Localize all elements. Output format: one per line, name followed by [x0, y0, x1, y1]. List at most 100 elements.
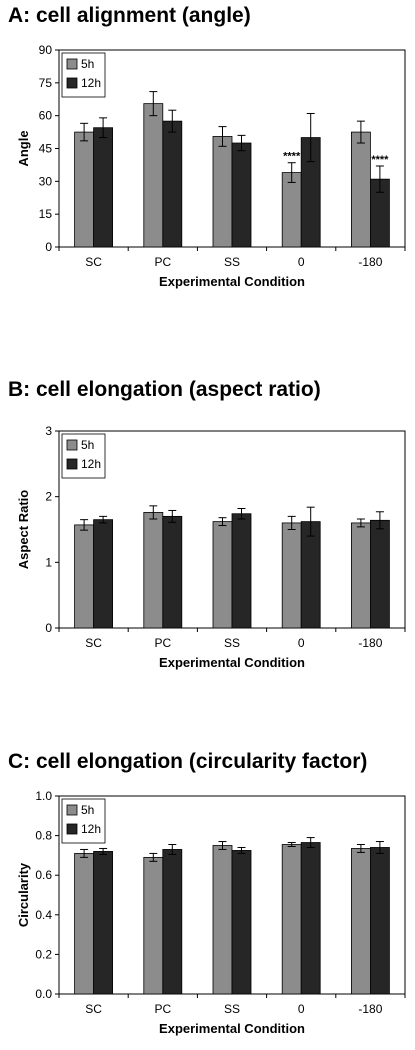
x-tick-label: SC — [85, 1002, 102, 1016]
chart-title: C: cell elongation (circularity factor) — [8, 750, 368, 773]
x-tick-label: -180 — [358, 636, 382, 650]
bar-12h-0 — [300, 842, 321, 995]
bar-12h-SS — [231, 850, 252, 995]
error-bar — [375, 511, 384, 530]
error-bar — [99, 847, 108, 855]
bar-5h-SC — [74, 853, 94, 995]
error-bar — [287, 515, 296, 530]
x-tick-label: SS — [224, 1002, 240, 1016]
x-tick-label: PC — [154, 636, 171, 650]
legend-label: 12h — [81, 76, 101, 90]
x-tick-label: 0 — [298, 636, 305, 650]
error-bar — [237, 846, 246, 854]
error-bar — [306, 506, 315, 537]
x-tick-label: SS — [224, 255, 240, 269]
y-tick-label: 30 — [39, 174, 53, 188]
legend-swatch-5h — [66, 58, 78, 70]
y-tick-label: 0 — [45, 240, 52, 254]
error-bar — [80, 122, 89, 142]
legend-label: 12h — [81, 457, 101, 471]
x-axis-title: Experimental Condition — [159, 655, 305, 670]
bar-5h-0 — [281, 844, 302, 995]
x-tick-label: SS — [224, 636, 240, 650]
error-bar — [168, 109, 177, 133]
y-tick-label: 0.4 — [35, 908, 52, 922]
legend-swatch-12h — [66, 823, 78, 835]
legend-swatch-5h — [66, 804, 78, 816]
bar-5h-PC — [143, 856, 164, 995]
x-tick-label: PC — [154, 255, 171, 269]
x-tick-label: SC — [85, 255, 102, 269]
y-tick-label: 60 — [39, 109, 53, 123]
significance-annotation: **** — [283, 151, 301, 163]
legend-swatch-12h — [66, 77, 78, 89]
error-bar — [168, 509, 177, 523]
y-tick-label: 2 — [45, 490, 52, 504]
y-tick-label: 1.0 — [35, 789, 52, 803]
x-axis-title: Experimental Condition — [159, 1021, 305, 1036]
y-tick-label: 45 — [39, 142, 53, 156]
legend-swatch-5h — [66, 439, 78, 451]
error-bar — [168, 844, 177, 855]
error-bar — [375, 841, 384, 854]
legend-swatch-12h — [66, 458, 78, 470]
bar-12h--180 — [369, 847, 390, 995]
legend-label: 5h — [81, 438, 94, 452]
error-bar — [218, 841, 227, 850]
error-bar — [237, 134, 246, 152]
significance-annotation: **** — [371, 154, 389, 166]
y-axis-title: Circularity — [16, 862, 31, 927]
x-tick-label: 0 — [298, 1002, 305, 1016]
chart-title: B: cell elongation (aspect ratio) — [8, 378, 321, 401]
error-bar — [356, 120, 365, 144]
error-bar — [99, 117, 108, 139]
y-tick-label: 0.8 — [35, 829, 52, 843]
y-tick-label: 1 — [45, 555, 52, 569]
error-bar — [375, 165, 384, 193]
error-bar — [80, 848, 89, 858]
chart-title: A: cell alignment (angle) — [8, 4, 251, 27]
y-tick-label: 0.6 — [35, 868, 52, 882]
y-tick-label: 90 — [39, 43, 53, 57]
x-tick-label: -180 — [358, 255, 382, 269]
x-tick-label: -180 — [358, 1002, 382, 1016]
y-axis-title: Angle — [16, 130, 31, 166]
error-bar — [218, 517, 227, 527]
y-tick-label: 3 — [45, 424, 52, 438]
error-bar — [287, 842, 296, 847]
y-tick-label: 75 — [39, 76, 53, 90]
error-bar — [237, 507, 246, 520]
error-bar — [149, 91, 158, 117]
legend-label: 12h — [81, 822, 101, 836]
y-tick-label: 15 — [39, 207, 53, 221]
error-bar — [99, 515, 108, 524]
bar-12h-PC — [162, 849, 183, 995]
error-bar — [287, 162, 296, 183]
error-bar — [149, 852, 158, 862]
y-tick-label: 0.0 — [35, 987, 52, 1001]
bar-12h-SC — [93, 851, 113, 995]
error-bar — [149, 505, 158, 520]
error-bar — [80, 519, 89, 531]
error-bar — [356, 844, 365, 853]
y-tick-label: 0.2 — [35, 947, 52, 961]
x-tick-label: PC — [154, 1002, 171, 1016]
error-bar — [218, 126, 227, 147]
y-tick-label: 0 — [45, 621, 52, 635]
bar-5h--180 — [350, 848, 371, 995]
x-axis-title: Experimental Condition — [159, 274, 305, 289]
legend-label: 5h — [81, 803, 94, 817]
bar-5h-SS — [212, 845, 233, 995]
error-bar — [306, 112, 315, 163]
legend-label: 5h — [81, 57, 94, 71]
x-tick-label: 0 — [298, 255, 305, 269]
y-axis-title: Aspect Ratio — [16, 490, 31, 570]
x-tick-label: SC — [85, 636, 102, 650]
error-bar — [356, 518, 365, 528]
